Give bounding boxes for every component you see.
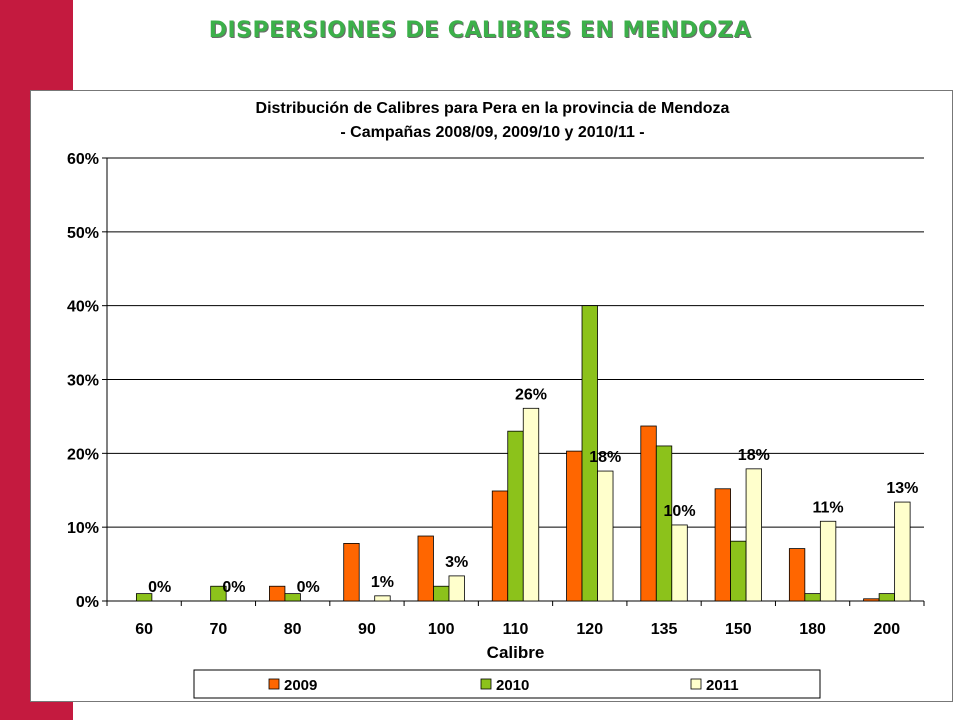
y-tick-label: 10% <box>67 520 99 537</box>
chart-frame: Distribución de Calibres para Pera en la… <box>30 90 953 702</box>
bar-2010 <box>804 593 821 602</box>
bar-2010 <box>433 585 450 602</box>
x-tick-label: 200 <box>874 621 901 638</box>
data-label: 18% <box>589 449 621 466</box>
legend-box <box>193 669 821 699</box>
x-tick-label: 100 <box>428 621 455 638</box>
bar-2011 <box>745 468 762 602</box>
bar-2011 <box>448 575 465 602</box>
y-tick-label: 40% <box>67 299 99 316</box>
bar-2011 <box>597 470 614 602</box>
x-tick-label: 135 <box>651 621 678 638</box>
bar-2010 <box>581 305 598 602</box>
bar-2011 <box>671 524 688 602</box>
bar-2009 <box>863 598 880 602</box>
x-tick-label: 80 <box>284 621 302 638</box>
bar-2009 <box>566 450 583 602</box>
data-label: 0% <box>297 579 320 596</box>
data-label: 3% <box>445 554 468 571</box>
x-tick-label: 90 <box>358 621 376 638</box>
data-label: 0% <box>222 579 245 596</box>
bar-2011 <box>894 501 911 602</box>
y-tick-label: 60% <box>67 151 99 168</box>
bar-2011 <box>522 407 540 602</box>
legend-swatch-2011 <box>690 678 702 690</box>
chart-title: Distribución de Calibres para Pera en la… <box>255 100 730 117</box>
bar-2011 <box>374 595 391 602</box>
legend-label-2011: 2011 <box>706 677 739 694</box>
bar-2010 <box>655 445 673 602</box>
data-label: 18% <box>738 447 770 464</box>
x-tick-label: 110 <box>503 621 529 638</box>
legend-swatch-2009 <box>268 678 280 690</box>
x-axis-label: Calibre <box>487 643 545 662</box>
data-label: 11% <box>813 499 844 516</box>
data-label: 0% <box>148 579 171 596</box>
bar-2009 <box>269 585 286 602</box>
bar-2009 <box>417 535 434 602</box>
bar-2010 <box>878 593 896 602</box>
bar-2010 <box>284 593 301 602</box>
x-tick-label: 120 <box>576 621 603 638</box>
y-tick-label: 30% <box>67 373 99 390</box>
bar-2009 <box>788 548 806 602</box>
bar-2011 <box>819 520 837 602</box>
y-tick-label: 20% <box>67 446 99 463</box>
data-label: 13% <box>886 480 918 497</box>
bar-2009 <box>343 543 360 602</box>
bar-2009 <box>640 425 657 602</box>
y-tick-label: 50% <box>67 225 99 242</box>
x-tick-label: 180 <box>799 621 826 638</box>
y-tick-label: 0% <box>76 594 99 611</box>
chart-subtitle: - Campañas 2008/09, 2009/10 y 2010/11 - <box>340 124 645 141</box>
x-tick-label: 150 <box>725 621 752 638</box>
x-tick-label: 60 <box>135 621 153 638</box>
bar-2010 <box>210 585 227 602</box>
legend-label-2010: 2010 <box>496 677 529 694</box>
legend-label-2009: 2009 <box>284 677 317 694</box>
x-tick-label: 70 <box>210 621 228 638</box>
chart-svg: 0% 10% 20% 30% 40% 50% 60% 60 0% 70 0% 80 0% 90 1% 100 3… <box>67 151 925 699</box>
data-label: 26% <box>515 386 547 403</box>
bar-2010 <box>507 430 524 602</box>
data-label: 1% <box>371 574 394 591</box>
bar-2010 <box>135 593 153 602</box>
bar-2009 <box>491 490 509 602</box>
bar-2010 <box>730 540 747 602</box>
page-title: DISPERSIONES DE CALIBRES EN MENDOZA <box>208 18 752 43</box>
legend-swatch-2010 <box>480 678 492 690</box>
data-label: 10% <box>664 503 696 520</box>
bar-2009 <box>714 488 731 602</box>
